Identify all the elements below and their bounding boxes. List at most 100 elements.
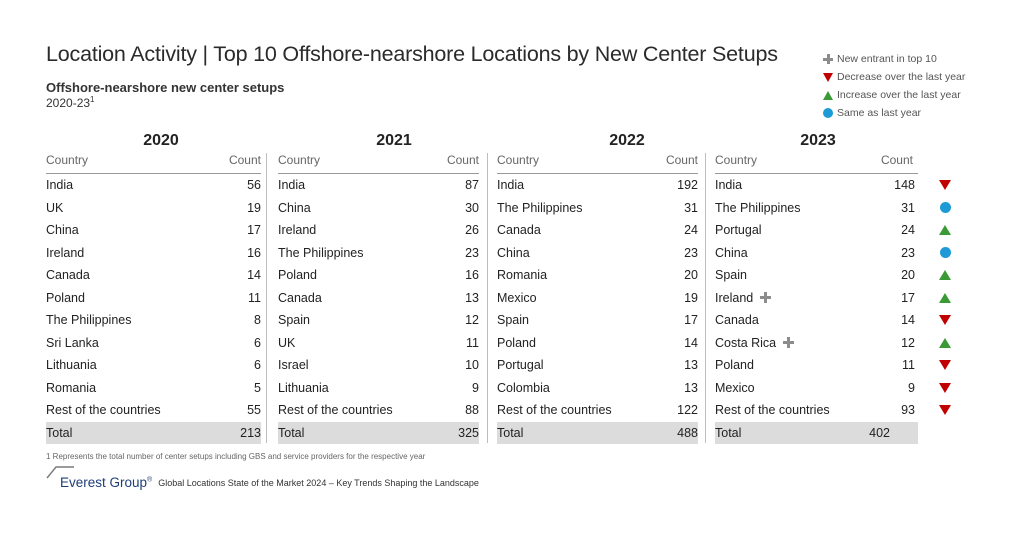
count-value: 9 [472, 380, 479, 395]
count-value: 6 [254, 358, 261, 372]
plus-icon [783, 337, 795, 348]
count-value: 16 [247, 245, 261, 260]
footer: Everest Group® Global Locations State of… [46, 465, 479, 490]
count-value: 5 [254, 380, 261, 395]
legend-item-increase: Increase over the last year [822, 86, 965, 104]
count-value: 19 [247, 200, 261, 215]
country-name: India [715, 178, 743, 192]
country-name: China [715, 245, 748, 260]
count-value: 17 [901, 290, 915, 305]
table-row: India 148 [715, 174, 918, 197]
table-row: Sri Lanka 6 [46, 332, 261, 355]
country-name: Costa Rica [715, 335, 777, 350]
country-name: Portugal [715, 223, 762, 237]
country-name: The Philippines [278, 245, 364, 260]
count-value: 20 [684, 268, 698, 282]
count-value: 88 [465, 403, 479, 417]
count-value: 20 [901, 268, 915, 282]
country-name: Poland [46, 290, 85, 305]
brand-name: Everest Group [60, 475, 148, 490]
country-name: Canada [497, 223, 541, 237]
table-row: Canada 14 [715, 309, 918, 332]
country-name: India [497, 178, 525, 192]
column-separator [487, 153, 488, 443]
country-name: Ireland [715, 290, 754, 305]
table-row: Poland 16 [278, 264, 479, 287]
country-name: Rest of the countries [46, 403, 161, 417]
total-row: Total 488 [497, 421, 698, 444]
table-row: Spain 20 [715, 264, 918, 287]
legend-label: Increase over the last year [837, 89, 961, 101]
period-text: 2020-23 [46, 96, 91, 110]
country-column-header: Country [715, 153, 758, 167]
country-name: Rest of the countries [497, 403, 612, 417]
legend-label: Same as last year [837, 107, 922, 119]
country-name: Mexico [715, 380, 755, 395]
country-name: The Philippines [715, 200, 801, 215]
table-row: Poland 11 [715, 354, 918, 377]
table-row: Romania 20 [497, 264, 698, 287]
table-row: Mexico 9 [715, 377, 918, 400]
country-name: Rest of the countries [278, 403, 393, 417]
count-value: 192 [677, 178, 698, 192]
count-value: 23 [684, 245, 698, 260]
country-name: Canada [46, 268, 90, 282]
count-value: 17 [684, 313, 698, 327]
table-row: Costa Rica 12 [715, 332, 918, 355]
country-name: The Philippines [46, 313, 132, 327]
triangle-up-icon [938, 287, 952, 310]
count-value: 56 [247, 178, 261, 192]
table-row: China 23 [715, 242, 918, 265]
country-name: Sri Lanka [46, 335, 99, 350]
plus-icon [822, 53, 834, 65]
table-row: Portugal 13 [497, 354, 698, 377]
table-row: Rest of the countries 122 [497, 399, 698, 422]
country-name: Poland [497, 335, 536, 350]
country-name: India [46, 178, 74, 192]
count-value: 30 [465, 200, 479, 215]
period-label: 2020-231 [46, 96, 95, 111]
country-name: Romania [497, 268, 548, 282]
table-row: Ireland 26 [278, 219, 479, 242]
legend-item-new-entrant: New entrant in top 10 [822, 50, 965, 68]
brand-swoosh-icon [46, 466, 74, 479]
country-name: UK [46, 200, 64, 215]
table-row: India 56 [46, 174, 261, 197]
triangle-down-icon [938, 354, 952, 377]
count-value: 14 [247, 268, 261, 282]
table-row: The Philippines 31 [497, 197, 698, 220]
total-row: Total 325 [278, 421, 479, 444]
triangle-down-icon [938, 174, 952, 197]
count-value: 17 [247, 223, 261, 237]
table-row: Portugal 24 [715, 219, 918, 242]
triangle-down-icon [938, 309, 952, 332]
triangle-down-icon [822, 71, 834, 83]
table-row: Lithuania 6 [46, 354, 261, 377]
count-column-header: Count [446, 153, 479, 167]
year-table: Country Count India 192 The Philippines 31 Can… [497, 153, 698, 444]
count-value: 16 [465, 268, 479, 282]
total-label: Total [497, 425, 524, 440]
total-label: Total [278, 425, 305, 440]
count-value: 24 [901, 223, 915, 237]
country-name: Poland [715, 358, 754, 372]
legend: New entrant in top 10 Decrease over the … [822, 50, 965, 122]
header-divider [278, 173, 479, 174]
table-row: Poland 14 [497, 332, 698, 355]
table-row: Lithuania 9 [278, 377, 479, 400]
country-name: China [497, 245, 530, 260]
table-row: Ireland 16 [46, 242, 261, 265]
table-row: The Philippines 31 [715, 197, 918, 220]
triangle-up-icon [822, 89, 834, 101]
count-value: 148 [894, 178, 915, 192]
table-row: India 192 [497, 174, 698, 197]
count-value: 55 [247, 403, 261, 417]
country-name: Poland [278, 268, 317, 282]
country-name: Ireland [46, 245, 85, 260]
legend-item-same: Same as last year [822, 104, 965, 122]
count-value: 14 [684, 335, 698, 350]
table-row: UK 11 [278, 332, 479, 355]
brand-reg-mark: ® [147, 476, 153, 484]
table-row: Colombia 13 [497, 377, 698, 400]
circle-icon [938, 197, 952, 220]
